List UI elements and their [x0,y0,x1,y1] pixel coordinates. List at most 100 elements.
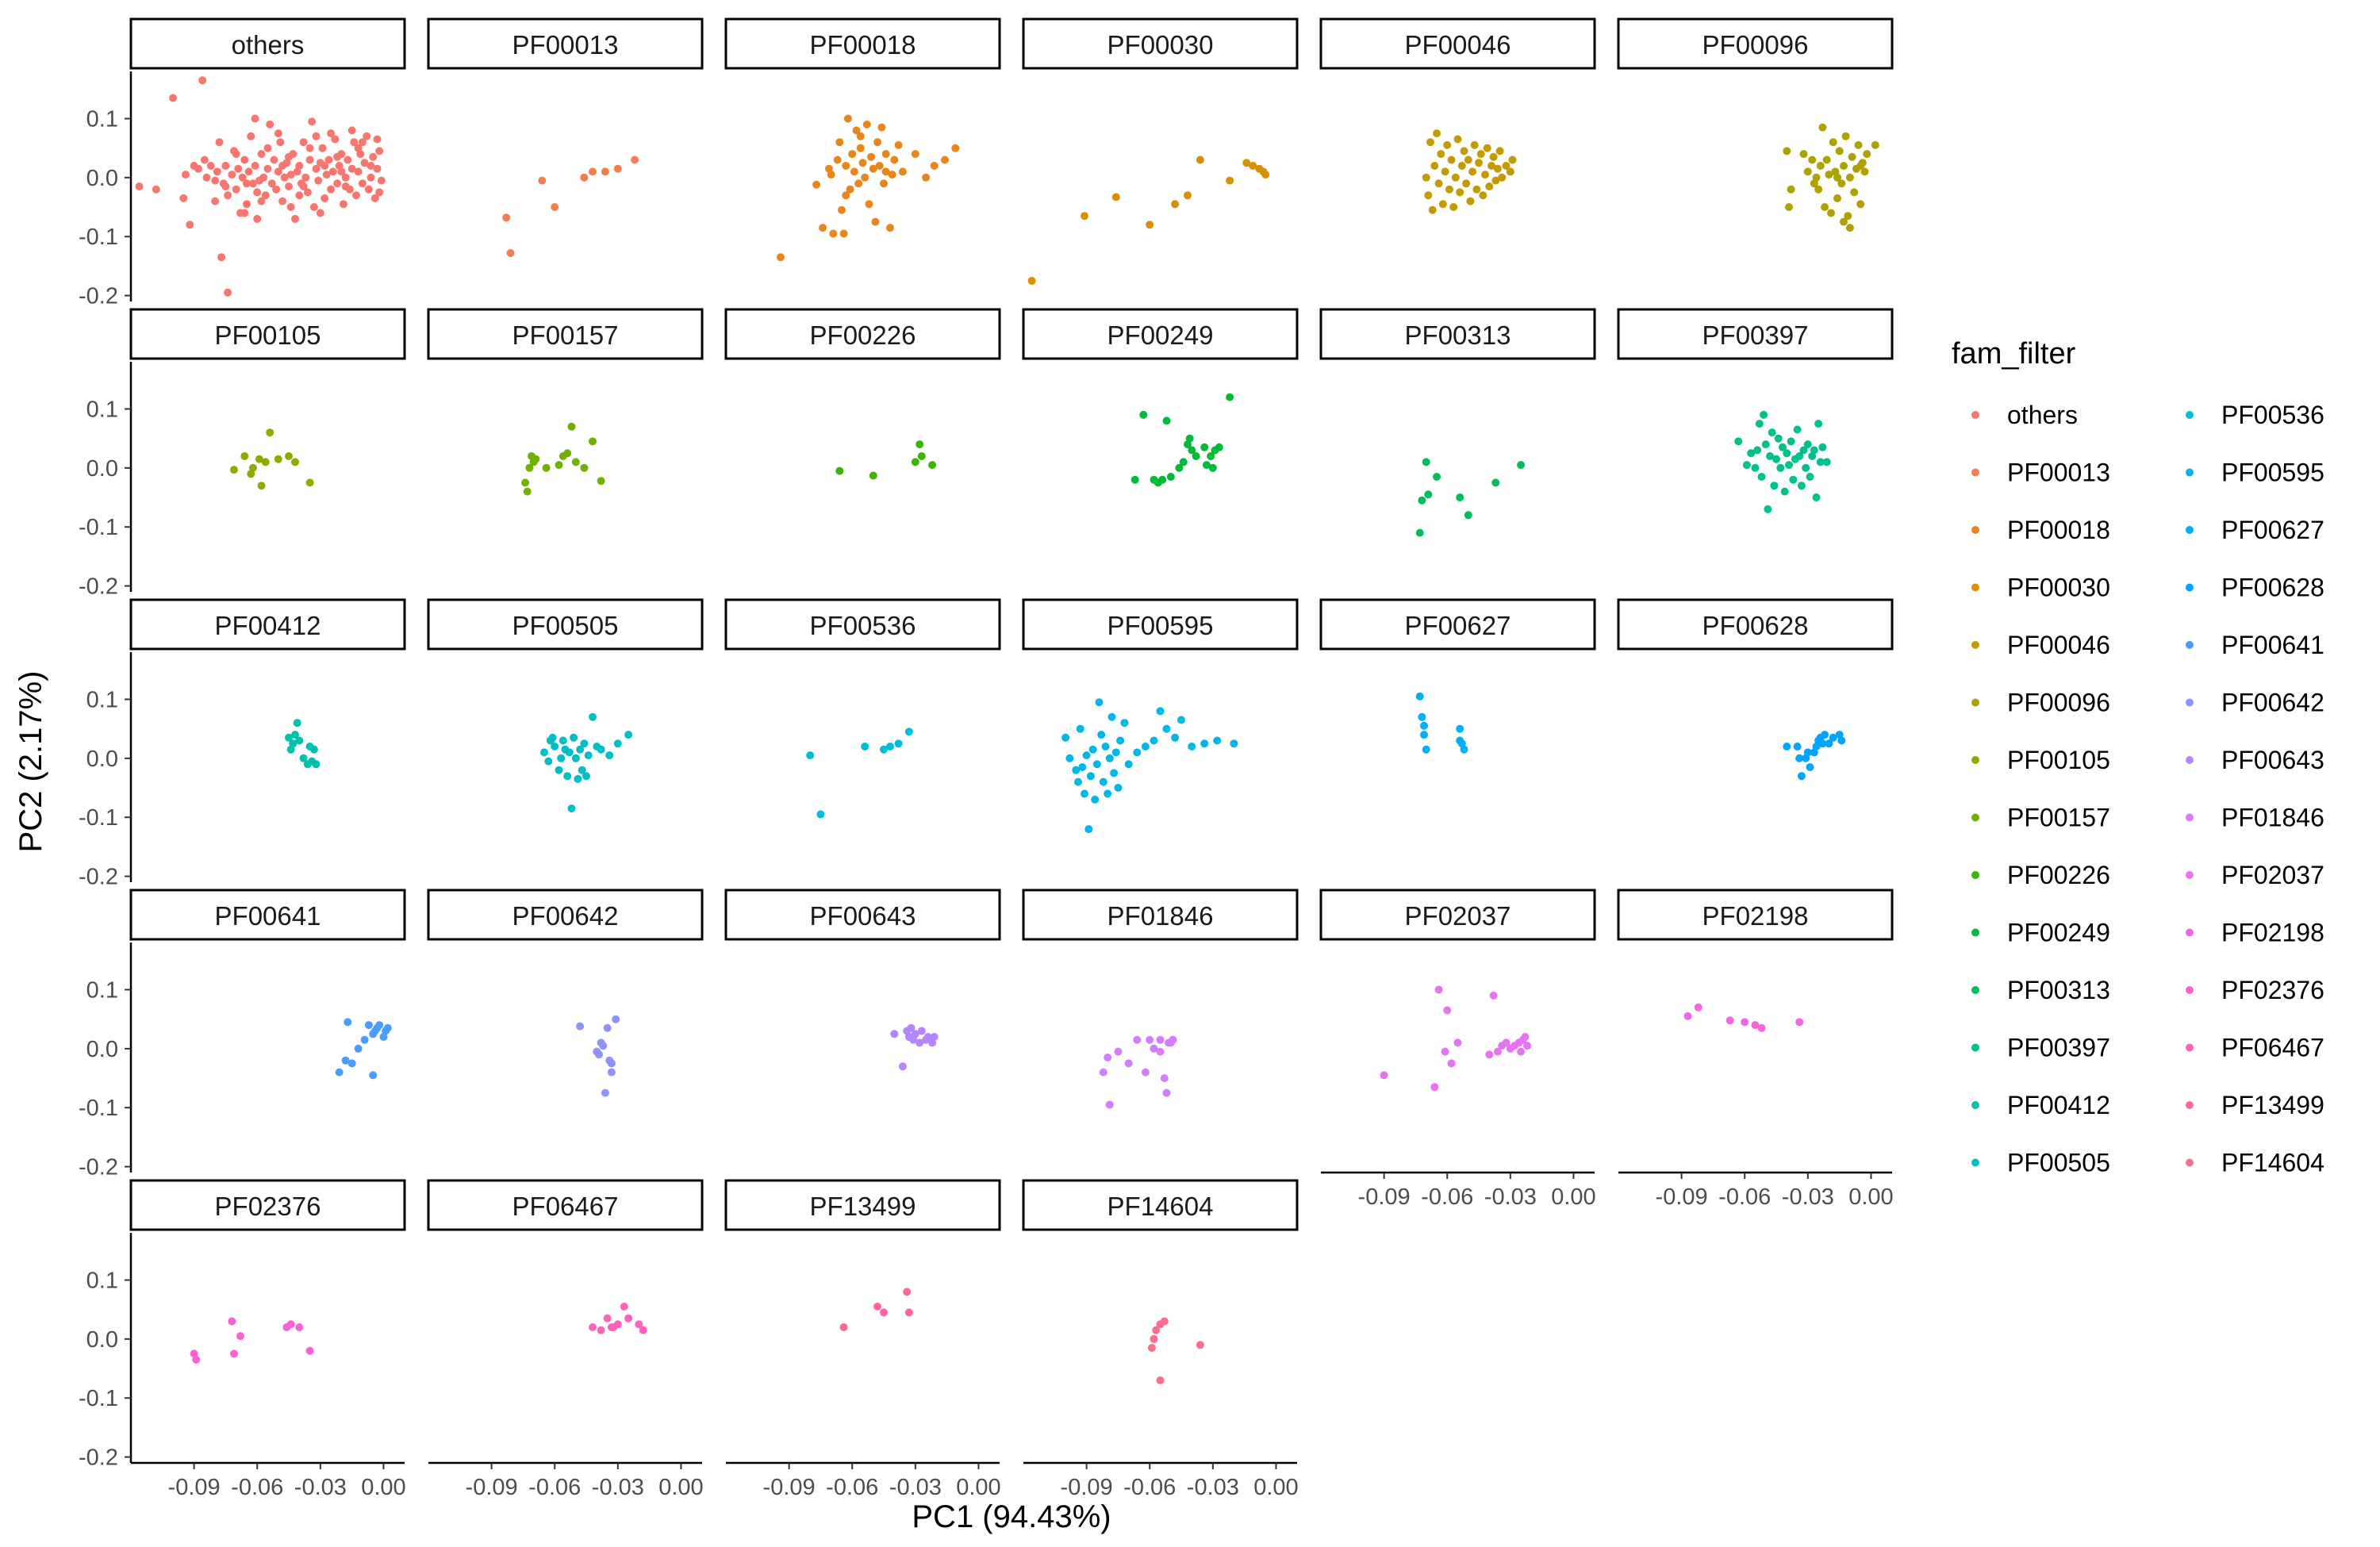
legend-label: PF00536 [2221,401,2324,429]
data-point [1818,443,1827,451]
data-point [1822,155,1831,164]
data-point [1111,748,1120,757]
data-point [1443,140,1452,149]
data-point [1468,167,1477,176]
data-point [898,1062,907,1071]
data-point [856,144,865,152]
data-point [1447,155,1456,164]
legend-label: PF01846 [2221,804,2324,832]
data-point [375,147,384,155]
data-point [1785,461,1793,470]
facet-panel-PF06467: PF06467 -0.09 -0.06 -0.03 0.00 [427,1179,704,1500]
facet-panel-PF00249: PF00249 [1022,308,1299,487]
legend-item-PF13499: PF13499 [2186,1091,2324,1119]
data-point [1460,147,1468,155]
data-point [506,249,515,257]
legend-item-PF00249: PF00249 [1971,919,2110,947]
legend-key [2186,698,2194,707]
y-tick-label: -0.1 [79,515,118,540]
legend-item-PF00412: PF00412 [1971,1091,2110,1119]
data-point [243,179,251,188]
facet-panel-PF00157: PF00157 [427,308,704,496]
facet-panel-PF13499: PF13499 -0.09 -0.06 -0.03 0.00 [724,1179,1001,1500]
data-point [1780,487,1789,496]
data-point [360,1035,369,1044]
data-point [597,1326,605,1334]
data-point [1508,155,1517,164]
data-point [1420,721,1428,730]
data-point [843,114,852,123]
data-point [1162,1088,1171,1097]
data-point [555,461,563,470]
data-point [263,144,272,152]
x-tick-label: -0.03 [1187,1475,1239,1500]
y-tick-label: -0.1 [79,1096,118,1121]
data-point [835,138,844,147]
data-point [278,197,287,205]
data-point [308,117,317,126]
data-point [369,152,378,161]
data-point [565,748,574,757]
facet-panel-PF00030: PF00030 [1022,17,1299,285]
facet-strip [1617,17,1894,70]
facet-panel-PF02376: PF02376 0.1 0.0 -0.1 -0.2 -0.09 -0.06 -0.03 0.00 [79,1179,406,1500]
data-point [1789,475,1798,484]
facet-strip [724,308,1001,360]
data-point [347,126,356,135]
facet-panel-PF00226: PF00226 [724,308,1001,480]
facet-strip [129,1179,406,1231]
x-axis-title: PC1 (94.43%) [912,1499,1111,1534]
legend-item-PF00397: PF00397 [1971,1034,2110,1062]
data-point [1818,123,1827,132]
legend-label: PF00627 [2221,516,2324,544]
legend-item-PF00505: PF00505 [1971,1149,2110,1177]
facet-strip-label: PF00627 [1405,611,1511,640]
data-point [1196,155,1204,164]
data-point [580,173,589,182]
data-point [1770,482,1779,490]
legend-key [2186,813,2194,822]
facet-strip-label: PF00313 [1405,321,1511,350]
legend-key [2186,928,2194,937]
data-point [295,1323,304,1331]
data-point [344,155,352,164]
data-point [1160,1074,1169,1082]
data-point [835,466,844,475]
data-point [1158,475,1167,484]
data-point [635,1320,643,1329]
data-point [922,173,931,182]
data-point [312,132,321,140]
data-point [904,1308,913,1317]
data-point [272,185,281,194]
data-point [867,152,876,161]
data-point [285,182,293,190]
data-point [502,213,511,222]
data-point [341,1056,350,1065]
data-point [1441,1047,1449,1056]
facet-panels: others 0.1 0.0 -0.1 -0.2 PF00013 PF00018 PF0003… [79,17,1894,1500]
facet-strip [1319,889,1596,941]
data-point [1111,193,1120,202]
data-point [1156,707,1165,716]
data-point [312,760,321,769]
facet-panel-PF01846: PF01846 [1022,889,1299,1109]
data-point [1162,724,1171,733]
data-point [1418,496,1426,505]
legend-label: PF00628 [2221,574,2324,602]
data-point [1795,754,1804,762]
data-point [321,194,329,202]
facet-panel-PF14604: PF14604 -0.09 -0.06 -0.03 0.00 [1022,1179,1299,1500]
data-point [1078,763,1087,771]
data-point [135,182,144,190]
facet-strip [1319,17,1596,70]
data-point [1694,1003,1702,1012]
data-point [1810,446,1818,455]
data-point [1683,1012,1692,1020]
legend-item-PF00096: PF00096 [1971,689,2110,717]
data-point [856,132,865,140]
facet-strip-label: PF00628 [1702,611,1809,640]
data-point [1837,736,1846,745]
data-point [928,461,937,470]
x-tick-label: 0.00 [1551,1184,1595,1210]
data-point [352,191,360,200]
